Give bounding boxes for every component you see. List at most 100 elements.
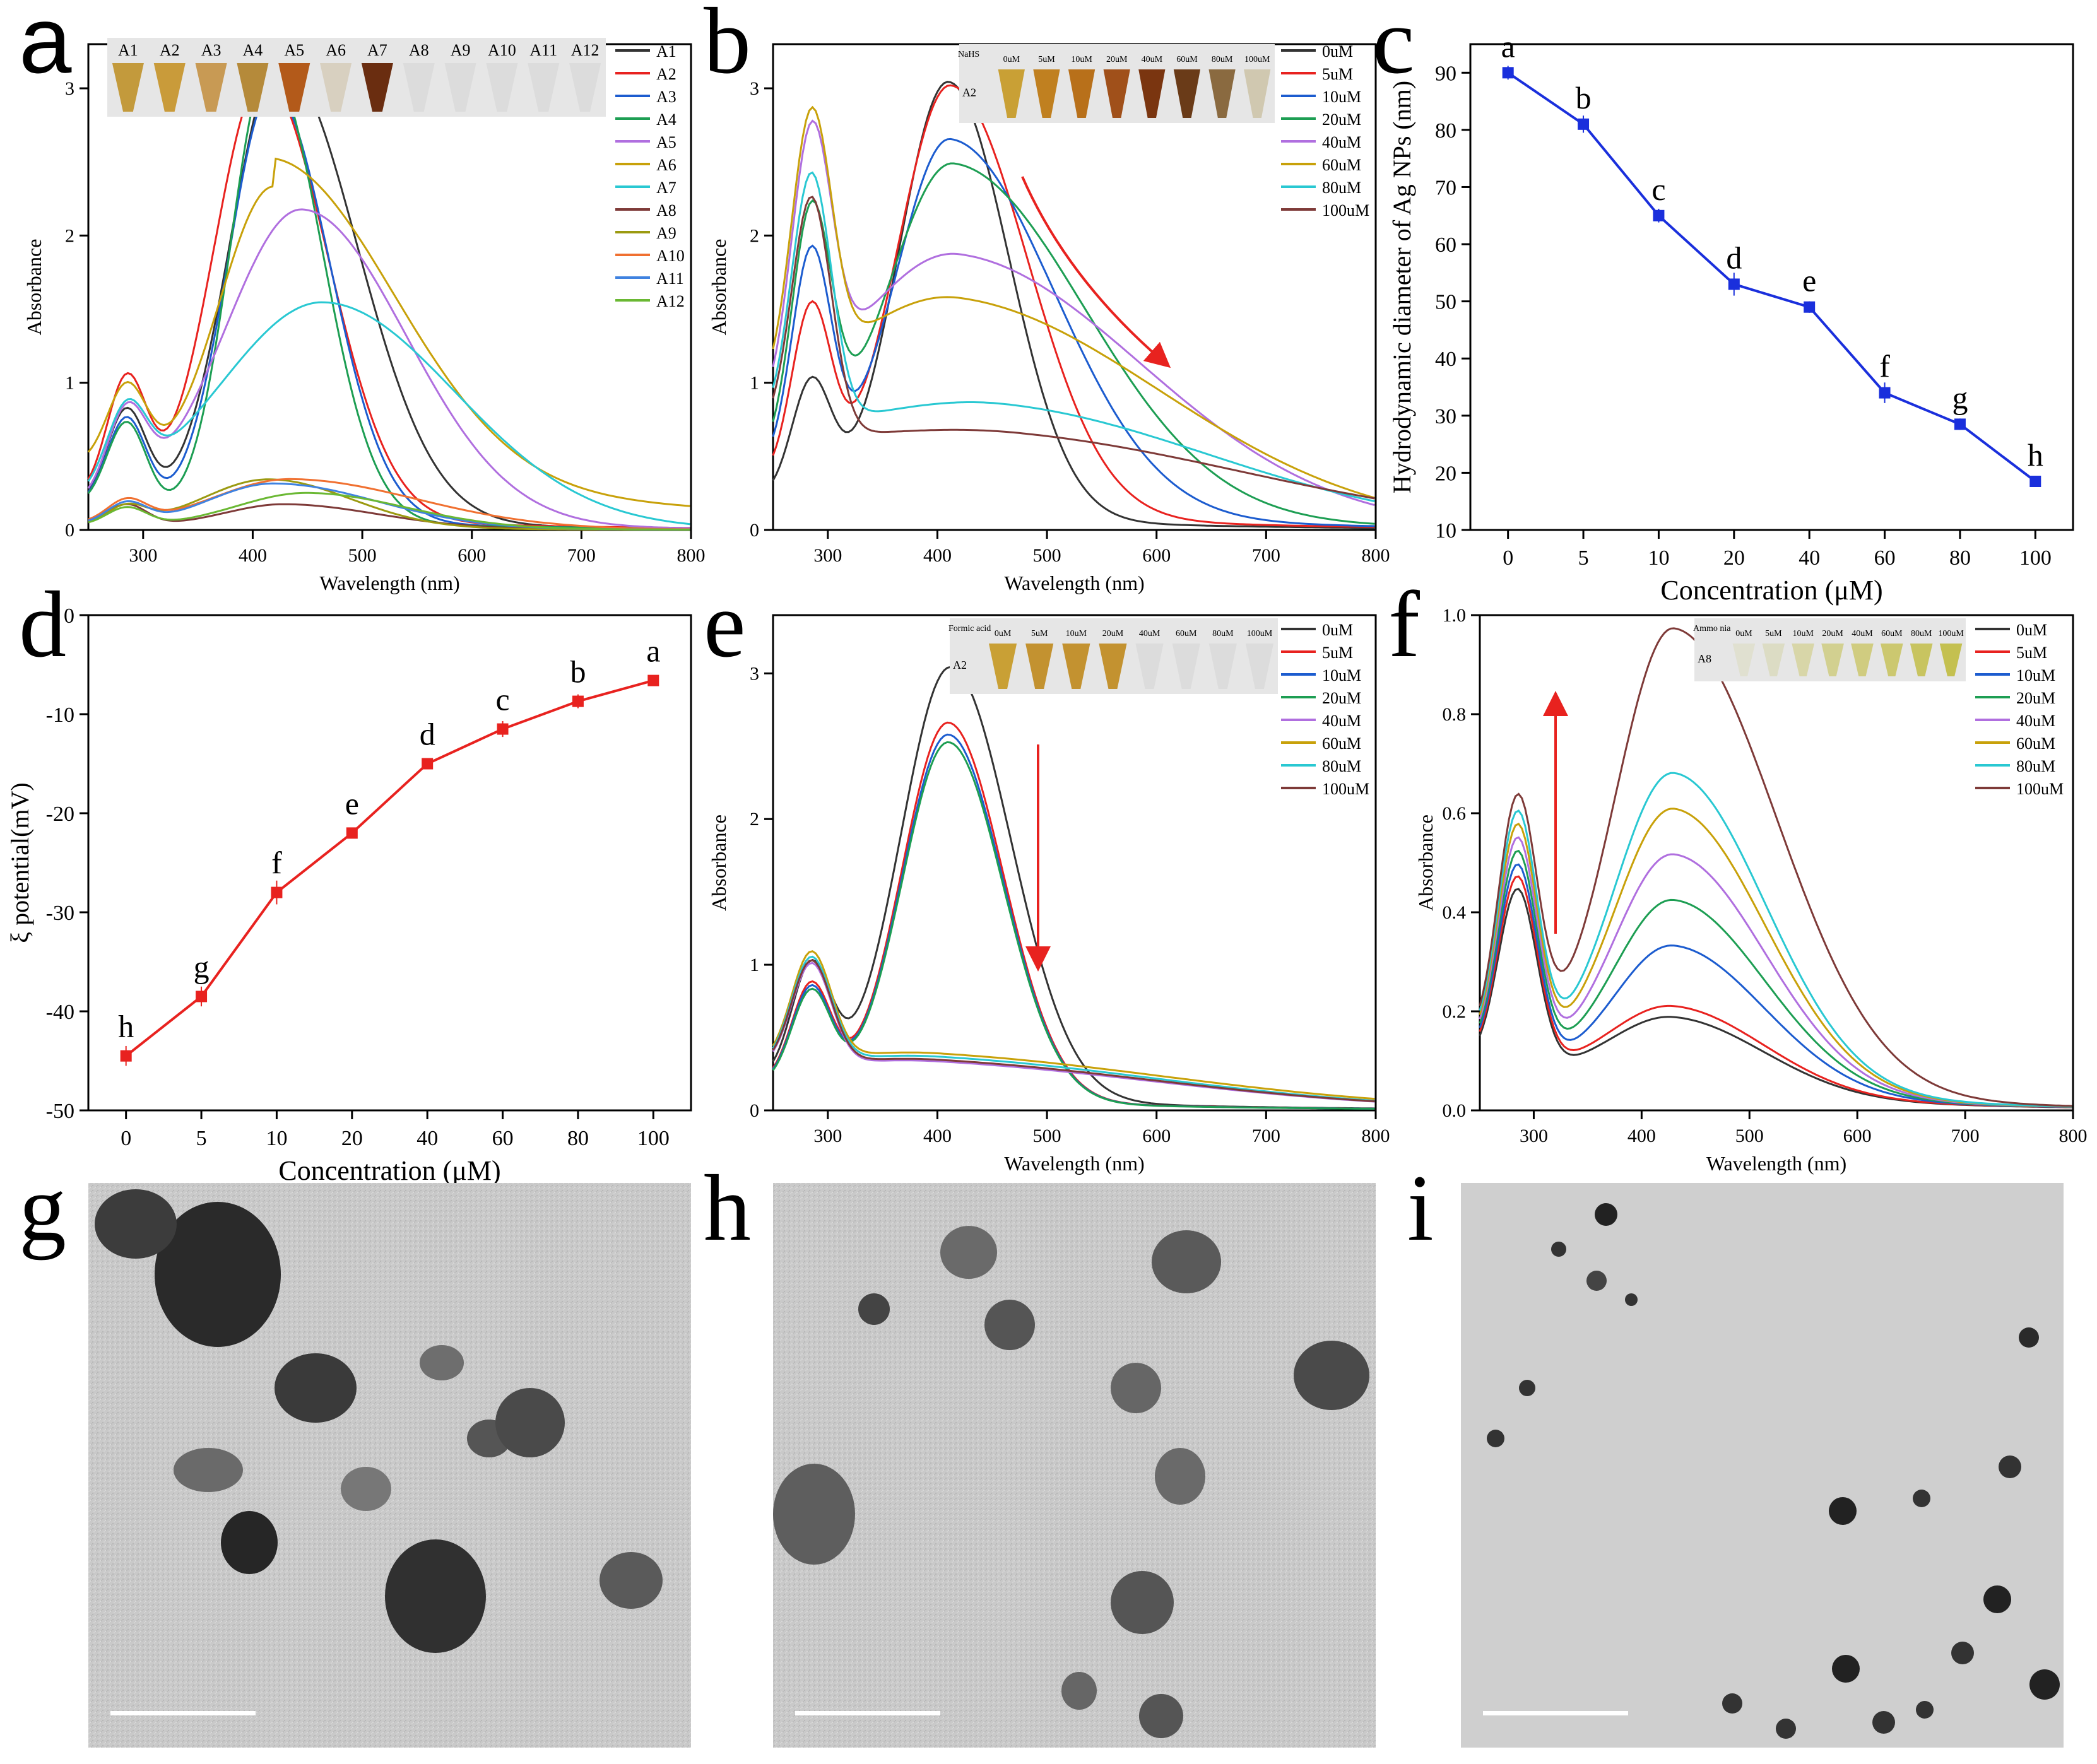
point-label: f [1879, 349, 1890, 384]
x-tick-label: 100 [2019, 546, 2052, 570]
data-point [1502, 67, 1514, 79]
inset-vial-label: 100uM [1938, 629, 1964, 638]
legend-label: A1 [656, 42, 676, 61]
series-line-80uM [772, 955, 1375, 1102]
legend-label: 40uM [1322, 712, 1361, 730]
inset-vial [403, 63, 435, 112]
inset-vial-label: A5 [284, 41, 304, 59]
series-line-A10 [88, 478, 690, 531]
chart-d: 0 5 10 20 40 60 80 100 -50 -40 -30 -20 -10 0 Concentra… [6, 604, 692, 1186]
data-point [1578, 118, 1590, 130]
y-axis-label: Absorbance [707, 814, 730, 911]
tem-image-h [773, 1183, 1376, 1748]
inset-vial-label: A2 [160, 41, 180, 59]
data-point [1879, 387, 1891, 399]
plot-frame [1479, 614, 2074, 1112]
y-tick-label: 1.0 [1443, 605, 1467, 626]
y-tick-label: 2 [750, 225, 759, 246]
y-tick-label: 0 [65, 520, 74, 541]
y-tick-label: 0.0 [1443, 1100, 1467, 1121]
inset-vial-label: 10uM [1792, 629, 1814, 638]
inset-vial-label: 5uM [1038, 55, 1055, 64]
inset-vial-label: 20uM [1822, 629, 1843, 638]
legend-label: 100uM [2016, 780, 2064, 798]
y-axis-label: Absorbance [23, 239, 45, 336]
series-line-A3 [87, 88, 690, 530]
panel-label-a: a [19, 0, 72, 93]
y-tick-label: 30 [1435, 405, 1456, 428]
data-point [1728, 278, 1740, 290]
y-tick-label: 0.8 [1443, 704, 1467, 725]
data-point [120, 1050, 132, 1062]
inset-vial [1062, 644, 1090, 689]
x-tick-label: 300 [1520, 1126, 1548, 1146]
series-line-10uM [772, 138, 1375, 527]
plot-frame [1469, 43, 2074, 531]
inset-vial-label: A9 [451, 41, 471, 59]
legend-label: 5uM [2016, 644, 2047, 662]
legend-label: 60uM [1322, 734, 1361, 753]
legend-label: 40uM [2016, 712, 2055, 730]
inset-vial-label: 40uM [1852, 629, 1873, 638]
x-tick-label: 300 [813, 1126, 842, 1146]
x-tick-label: 80 [1949, 546, 1971, 570]
data-point [497, 723, 509, 735]
series-line-10uM [1479, 863, 2072, 1108]
point-label: h [118, 1009, 134, 1044]
y-tick-label: 3 [65, 78, 74, 99]
inset-vial-label: 100uM [1244, 55, 1270, 64]
panel-label-e: e [704, 572, 746, 677]
plot-frame [772, 614, 1377, 1112]
legend-label: A11 [656, 269, 684, 288]
inset-vial-label: 60uM [1176, 629, 1197, 638]
data-point [1804, 301, 1816, 313]
point-label: e [1802, 263, 1816, 298]
inset-vial-label: 40uM [1142, 55, 1163, 64]
inset-vial [278, 63, 310, 112]
y-tick-label: 0.4 [1443, 902, 1467, 923]
series-line-60uM [1479, 808, 2072, 1108]
y-tick-label: 10 [1435, 519, 1456, 543]
inset-vial-label: 20uM [1102, 629, 1124, 638]
inset-vial-label: 10uM [1071, 55, 1092, 64]
x-tick-label: 700 [1252, 1126, 1280, 1146]
series-line-A2 [87, 76, 690, 529]
inset-vial [112, 63, 144, 112]
inset-vial [1821, 644, 1844, 676]
inset-vial-label: 80uM [1911, 629, 1932, 638]
y-tick-label: 3 [750, 663, 759, 684]
inset-prefix: Ammo nia [1693, 624, 1731, 633]
x-tick-label: 500 [1033, 1126, 1061, 1146]
plot-frame [87, 614, 692, 1112]
y-tick-label: 0 [64, 604, 74, 628]
x-tick-label: 80 [567, 1127, 589, 1150]
inset-vial [1025, 644, 1054, 689]
inset-vial-label: 100uM [1247, 629, 1273, 638]
x-tick-label: 800 [1362, 545, 1390, 566]
legend-label: A4 [656, 110, 676, 129]
chart-b: 300 400 500 600 700 800 0 1 2 3 Wavelength (nm) Abs… [707, 42, 1390, 594]
x-tick-label: 700 [1951, 1126, 1980, 1146]
series-line-5uM [772, 84, 1375, 528]
x-tick-label: 800 [677, 545, 706, 566]
y-axis-label: Absorbance [1414, 814, 1437, 911]
inset-vial [1135, 644, 1164, 689]
series-line-10uM [772, 733, 1375, 1110]
y-tick-label: 50 [1435, 291, 1456, 314]
inset-vial-label: A11 [529, 41, 557, 59]
inset-vial [1732, 644, 1756, 676]
inset-vial [1208, 644, 1237, 689]
y-tick-label: 0 [750, 520, 759, 541]
x-tick-label: 0 [1503, 546, 1513, 570]
series-line-100uM [772, 196, 1375, 500]
legend-label: A8 [656, 201, 676, 220]
y-axis-label: Hydrodynamic diameter of Ag NPs (nm) [1388, 81, 1416, 493]
inset-vial-label: A7 [367, 41, 387, 59]
x-tick-label: 700 [1252, 545, 1280, 566]
series-line-100uM [772, 959, 1375, 1103]
x-tick-label: 10 [1648, 546, 1669, 570]
inset-vial-label: 80uM [1212, 55, 1233, 64]
series-line-A6 [87, 157, 690, 507]
y-axis-label: Absorbance [707, 239, 730, 336]
legend-label: 10uM [1322, 666, 1361, 685]
